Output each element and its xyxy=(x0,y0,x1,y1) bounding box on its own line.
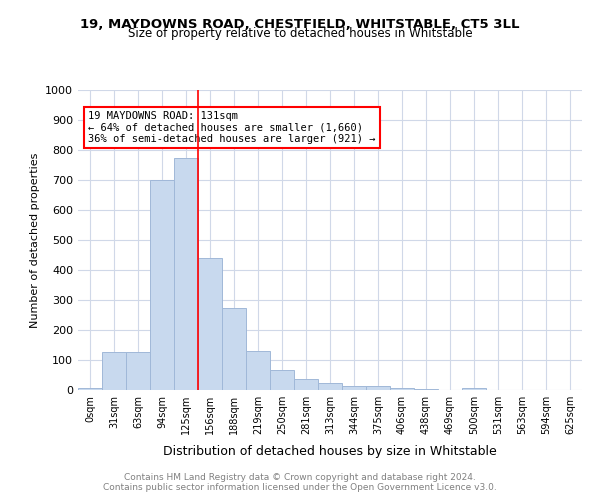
Bar xyxy=(102,352,126,390)
Bar xyxy=(318,382,342,390)
X-axis label: Distribution of detached houses by size in Whitstable: Distribution of detached houses by size … xyxy=(163,446,497,458)
Text: Contains public sector information licensed under the Open Government Licence v3: Contains public sector information licen… xyxy=(103,484,497,492)
Text: 19 MAYDOWNS ROAD: 131sqm
← 64% of detached houses are smaller (1,660)
36% of sem: 19 MAYDOWNS ROAD: 131sqm ← 64% of detach… xyxy=(88,111,376,144)
Bar xyxy=(150,180,174,390)
Text: 19, MAYDOWNS ROAD, CHESTFIELD, WHITSTABLE, CT5 3LL: 19, MAYDOWNS ROAD, CHESTFIELD, WHITSTABL… xyxy=(80,18,520,30)
Bar xyxy=(462,388,486,390)
Bar xyxy=(198,258,222,390)
Bar xyxy=(78,388,102,390)
Text: Size of property relative to detached houses in Whitstable: Size of property relative to detached ho… xyxy=(128,28,472,40)
Bar xyxy=(246,351,270,390)
Bar xyxy=(390,388,414,390)
Bar xyxy=(174,158,198,390)
Bar xyxy=(222,308,246,390)
Bar xyxy=(414,388,438,390)
Bar xyxy=(294,378,318,390)
Bar xyxy=(270,370,294,390)
Y-axis label: Number of detached properties: Number of detached properties xyxy=(29,152,40,328)
Bar xyxy=(366,386,390,390)
Text: Contains HM Land Registry data © Crown copyright and database right 2024.: Contains HM Land Registry data © Crown c… xyxy=(124,472,476,482)
Bar xyxy=(342,386,366,390)
Bar xyxy=(126,352,150,390)
